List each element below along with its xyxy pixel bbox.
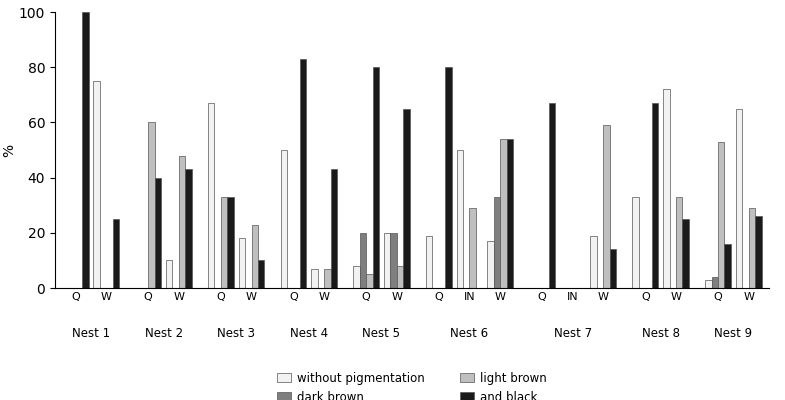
Bar	[610, 249, 616, 288]
Bar	[228, 197, 234, 288]
Bar	[179, 156, 185, 288]
Bar	[725, 244, 731, 288]
Text: Nest 3: Nest 3	[217, 327, 255, 340]
Text: Nest 7: Nest 7	[553, 327, 592, 340]
Text: Nest 9: Nest 9	[714, 327, 752, 340]
Bar	[494, 197, 500, 288]
Bar	[366, 274, 373, 288]
Bar	[221, 197, 228, 288]
Bar	[258, 260, 265, 288]
Text: Nest 2: Nest 2	[144, 327, 183, 340]
Bar	[324, 269, 330, 288]
Bar	[396, 266, 403, 288]
Bar	[549, 103, 555, 288]
Bar	[487, 241, 494, 288]
Bar	[353, 266, 360, 288]
Bar	[93, 81, 100, 288]
Bar	[604, 125, 610, 288]
Bar	[330, 169, 337, 288]
Bar	[390, 233, 396, 288]
Bar	[506, 139, 513, 288]
Text: Nest 1: Nest 1	[72, 327, 110, 340]
Bar	[755, 216, 761, 288]
Legend: without pigmentation, dark brown, light brown, and black: without pigmentation, dark brown, light …	[277, 372, 547, 400]
Bar	[311, 269, 318, 288]
Bar	[280, 150, 287, 288]
Bar	[736, 108, 742, 288]
Bar	[457, 150, 463, 288]
Bar	[718, 142, 725, 288]
Text: Nest 6: Nest 6	[451, 327, 488, 340]
Bar	[590, 236, 597, 288]
Text: Nest 8: Nest 8	[641, 327, 680, 340]
Y-axis label: %: %	[2, 144, 16, 156]
Bar	[469, 208, 476, 288]
Text: Nest 5: Nest 5	[363, 327, 400, 340]
Bar	[749, 208, 755, 288]
Bar	[208, 103, 214, 288]
Bar	[652, 103, 659, 288]
Bar	[682, 219, 689, 288]
Bar	[82, 12, 89, 288]
Bar	[300, 59, 306, 288]
Bar	[185, 169, 192, 288]
Bar	[251, 224, 258, 288]
Bar	[425, 236, 433, 288]
Bar	[239, 238, 245, 288]
Bar	[384, 233, 390, 288]
Bar	[633, 197, 639, 288]
Bar	[360, 233, 366, 288]
Bar	[155, 178, 161, 288]
Bar	[148, 122, 155, 288]
Bar	[113, 219, 119, 288]
Bar	[705, 280, 711, 288]
Bar	[373, 67, 379, 288]
Bar	[676, 197, 682, 288]
Bar	[445, 67, 451, 288]
Text: Nest 4: Nest 4	[290, 327, 328, 340]
Bar	[403, 108, 410, 288]
Bar	[500, 139, 506, 288]
Bar	[166, 260, 173, 288]
Bar	[711, 277, 718, 288]
Bar	[663, 89, 670, 288]
